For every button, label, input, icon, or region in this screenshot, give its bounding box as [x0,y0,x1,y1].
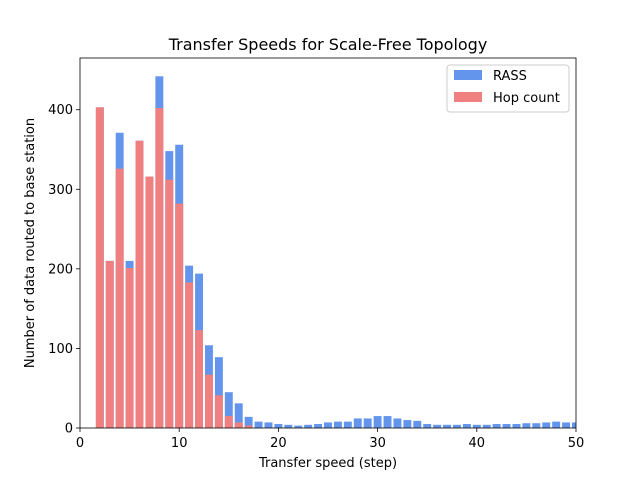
bar-rass-37 [443,424,452,428]
x-axis-label: Transfer speed (step) [258,456,397,471]
bar-rass-33 [403,420,412,428]
bar-hop-count-12 [195,330,204,428]
bar-hop-count-8 [155,108,164,429]
bar-rass-30 [373,416,382,428]
x-tick-label-0: 0 [76,436,84,451]
bar-hop-count-10 [175,203,184,428]
bar-hop-count-15 [224,416,233,428]
x-tick-label-40: 40 [469,436,486,451]
x-tick-label-20: 20 [270,436,287,451]
bar-rass-15 [224,392,233,428]
bar-hop-count-7 [145,176,154,428]
x-tick-label-30: 30 [369,436,386,451]
y-tick-label-0: 0 [65,422,73,437]
bar-rass-14 [214,357,223,428]
y-tick-label-400: 400 [48,103,73,118]
bar-rass-17 [244,416,253,428]
bar-hop-count-6 [135,140,144,428]
plot-area [95,76,576,429]
legend-swatch-hop-count [454,92,482,102]
bar-rass-25 [324,422,332,428]
y-tick-label-100: 100 [48,342,73,357]
bar-rass-44 [512,424,521,428]
bar-rass-16 [234,403,243,428]
bar-rass-35 [423,424,432,428]
bar-rass-27 [343,421,352,428]
bar-rass-46 [532,423,541,428]
bar-hop-count-2 [95,107,104,428]
bar-rass-19 [264,422,273,428]
bar-rass-43 [502,424,511,428]
legend-swatch-rass [454,70,482,80]
x-tick-label-10: 10 [171,436,188,451]
bar-rass-32 [393,418,402,428]
bar-rass-31 [383,416,392,428]
bar-hop-count-16 [234,422,243,428]
bar-rass-39 [462,424,471,428]
bar-rass-29 [363,418,372,428]
bar-rass-36 [433,424,442,428]
bar-rass-38 [452,424,461,428]
plot-frame [79,57,577,429]
bar-rass-49 [562,422,571,428]
y-tick-label-300: 300 [48,183,73,198]
bar-rass-41 [482,424,491,428]
bar-hop-count-14 [214,395,223,428]
bar-rass-23 [304,424,313,428]
chart-title: Transfer Speeds for Scale-Free Topology [168,35,488,54]
legend: RASS Hop count [446,64,570,113]
bar-rass-26 [333,421,342,428]
bar-hop-count-3 [105,260,114,428]
y-tick-label-200: 200 [48,262,73,277]
bar-rass-18 [254,421,263,428]
bar-rass-21 [284,424,293,428]
bar-rass-42 [492,424,501,428]
bar-rass-40 [472,424,481,428]
x-tick-label-50: 50 [568,436,585,451]
bar-hop-count-17 [244,425,253,428]
y-axis-ticks: 0 100 200 300 400 [48,103,80,437]
bar-hop-count-4 [115,168,124,428]
bar-rass-20 [274,424,283,428]
y-axis-label: Number of data routed to base station [23,118,38,368]
bar-hop-count-9 [165,179,174,428]
series-hop-count-bars [95,107,253,429]
bar-rass-48 [552,421,561,428]
bar-rass-24 [314,424,323,428]
bar-hop-count-5 [125,268,134,428]
bar-rass-47 [542,422,551,428]
legend-label-hop-count: Hop count [493,91,560,106]
bar-hop-count-11 [185,282,194,428]
bar-rass-50 [572,422,576,428]
legend-label-rass: RASS [493,69,527,84]
bar-rass-22 [294,425,303,428]
bar-hop-count-13 [204,374,213,428]
bar-rass-34 [413,420,422,428]
x-axis-ticks: 0 10 20 30 40 50 [76,428,584,451]
bar-rass-45 [522,423,531,428]
bar-rass-28 [353,418,362,428]
